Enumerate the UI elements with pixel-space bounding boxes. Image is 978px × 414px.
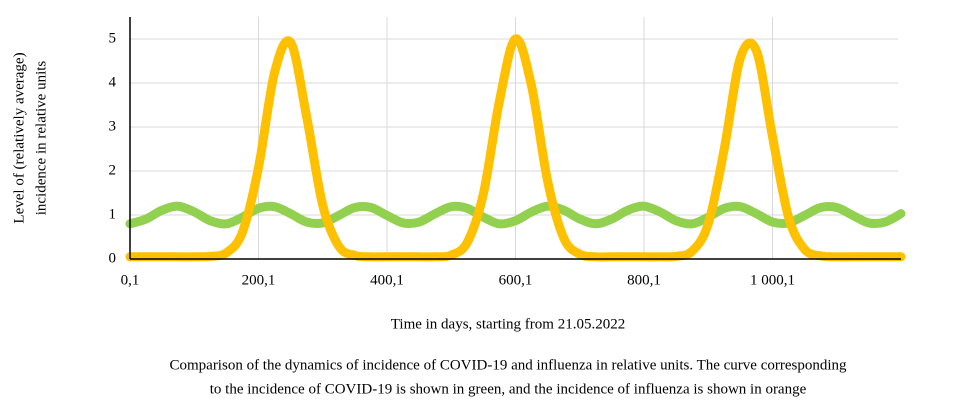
x-axis-label: Time in days, starting from 21.05.2022: [391, 316, 625, 332]
y-tick-label: 4: [109, 74, 117, 90]
y-axis-label: incidence in relative units: [33, 61, 49, 216]
series-line: [125, 34, 906, 262]
y-tick-label: 5: [109, 30, 117, 46]
y-tick-label: 0: [109, 250, 117, 266]
y-axis-label: Level of (relatively average): [11, 52, 27, 223]
caption: to the incidence of COVID-19 is shown in…: [210, 381, 807, 397]
plot-area: [125, 34, 906, 262]
axes: 0 1 2 3 4 5 0,1 200,1 400,1 600,1 800,1 1 000,1: [109, 17, 901, 288]
x-tick-label: 800,1: [627, 272, 661, 288]
x-tick-label: 200,1: [242, 272, 276, 288]
y-tick-label: 3: [109, 118, 117, 134]
x-tick-label: 400,1: [370, 272, 404, 288]
y-tick-label: 1: [109, 206, 117, 222]
x-tick-label: 600,1: [499, 272, 533, 288]
x-tick-label: 1 000,1: [750, 272, 795, 288]
series-line: [125, 201, 906, 229]
x-tick-label: 0,1: [121, 272, 140, 288]
caption: Comparison of the dynamics of incidence …: [169, 357, 847, 373]
y-tick-label: 2: [109, 162, 117, 178]
